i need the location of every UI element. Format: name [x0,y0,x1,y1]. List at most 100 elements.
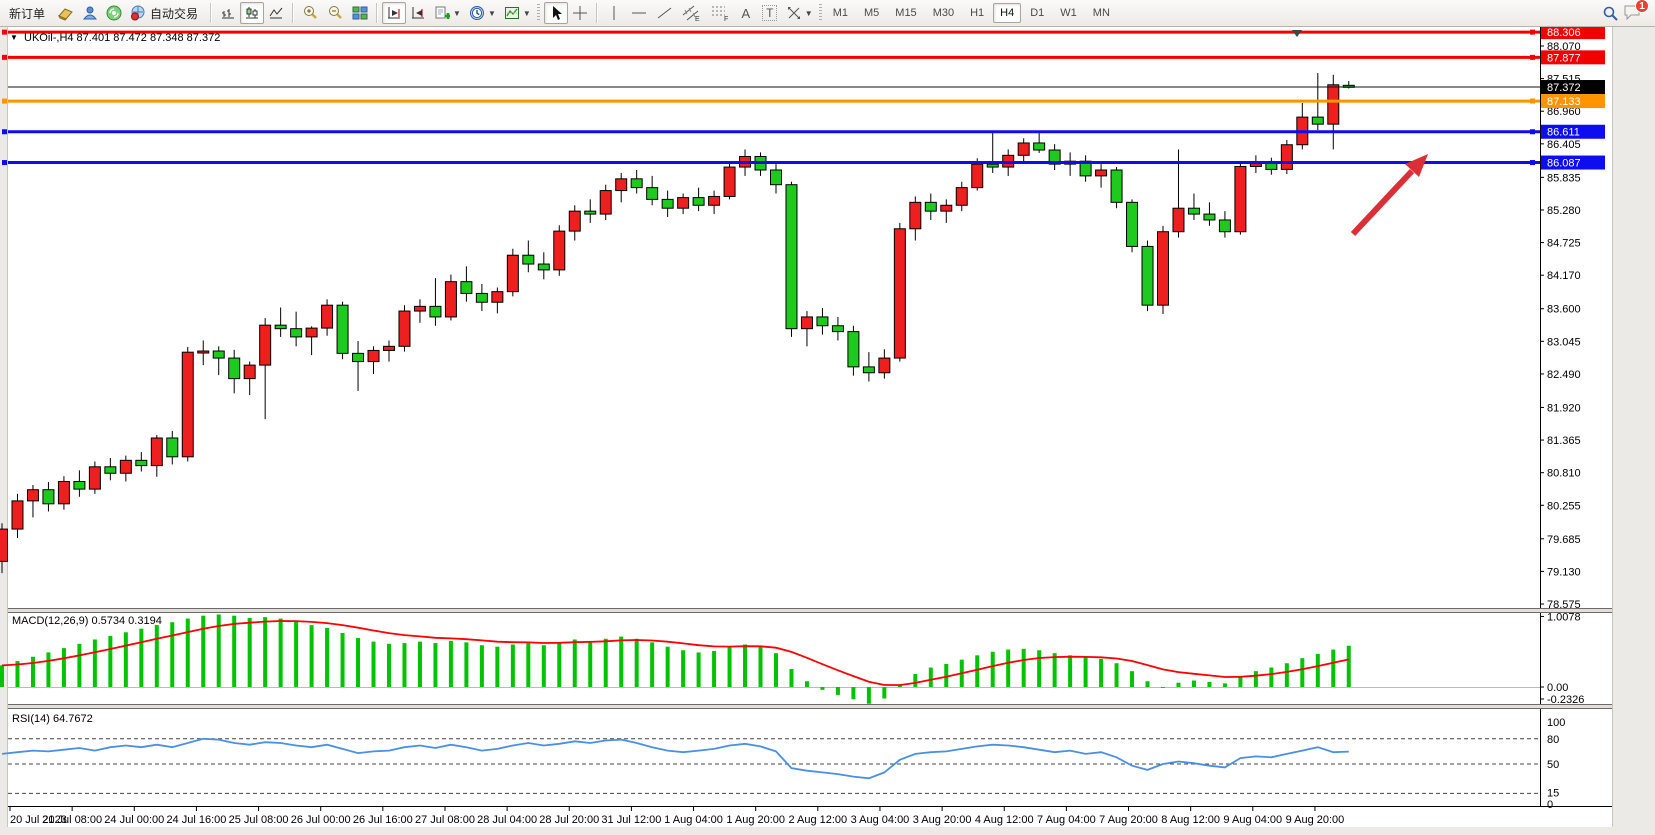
price-tick-label: 83.045 [1547,336,1581,348]
bar-chart-button[interactable] [216,2,240,24]
vertical-line-tool-button[interactable] [602,2,626,24]
autotrade-icon [131,5,145,21]
profile-icon [83,6,98,20]
toolbar-separator [595,3,598,23]
cursor-button[interactable] [543,2,568,24]
arrows-icon [787,7,800,19]
timeframe-button-d1[interactable]: D1 [1030,7,1045,19]
rsi-axis-label: 0 [1547,799,1553,811]
symbol-collapse-icon[interactable]: ▼ [10,33,18,42]
add-indicator-button[interactable]: ▼ [430,2,465,24]
text-label-icon: T [762,5,778,21]
bar-chart-icon [222,9,235,19]
text-tool-button[interactable]: A [734,2,758,24]
arrow-annotation [1350,154,1428,237]
timeframe-button-w1[interactable]: W1 [1060,7,1077,19]
channel-tool-button[interactable]: E [678,2,706,24]
date-tick-label: 26 Jul 00:00 [291,814,351,826]
arrows-tool-button[interactable]: ▼ [782,2,817,24]
periods-button[interactable]: ▼ [465,2,500,24]
date-tick-label: 26 Jul 16:00 [353,814,413,826]
chart-shift-button[interactable] [406,2,430,24]
timeframe-button-m15[interactable]: M15 [895,7,917,19]
date-tick-label: 3 Aug 20:00 [913,814,972,826]
signal-icon [106,5,122,21]
date-tick-label: 4 Aug 12:00 [975,814,1034,826]
notifications-button[interactable]: 1 [1623,0,1649,24]
date-tick-label: 31 Jul 12:00 [601,814,661,826]
price-tick-label: 83.600 [1547,304,1581,316]
svg-text:E: E [695,16,700,22]
crosshair-button[interactable] [568,2,592,24]
search-button[interactable] [1598,2,1623,24]
price-tick-label: 86.960 [1547,106,1581,118]
horizontal-line-objects [2,29,1540,166]
clock-icon [469,6,484,20]
hline-price-label: 86.611 [1547,127,1580,139]
text-tool-icon: A [741,5,751,21]
eraser-icon [57,7,73,21]
rsi-axis-label: 15 [1547,787,1559,799]
date-tick-label: 3 Aug 04:00 [851,814,910,826]
templates-button[interactable]: ▼ [500,2,535,24]
profile-button[interactable] [78,2,102,24]
timeframe-group: M1 M5 M15 M30 H1 H4 D1 W1 MN [826,3,1117,23]
new-order-button[interactable]: 新订单 [4,2,53,24]
red-up-arrow[interactable] [1350,168,1415,237]
trendline-tool-button[interactable] [652,2,678,24]
price-tick-label: 81.365 [1547,435,1581,447]
date-tick-label: 1 Aug 20:00 [726,814,785,826]
timeframe-button-m5[interactable]: M5 [864,7,880,19]
rsi-axis-label: 100 [1547,717,1565,729]
macd-indicator-label: MACD(12,26,9) 0.5734 0.3194 [12,615,162,627]
zoom-out-button[interactable] [323,2,348,24]
toolbar-drag-handle[interactable] [818,4,822,22]
candles-series [0,73,1355,574]
add-indicator-icon [435,6,451,19]
toolbar-drag-handle[interactable] [536,4,540,22]
chart-shift-icon [412,7,425,19]
tile-windows-icon [352,6,368,20]
timeframe-button-mn[interactable]: MN [1092,7,1110,19]
eraser-button[interactable] [53,2,78,24]
price-tick-label: 86.405 [1547,139,1581,151]
autotrade-button[interactable]: 自动交易 [126,2,206,24]
zoom-out-icon [329,6,342,19]
line-chart-button[interactable] [264,2,288,24]
date-tick-label: 28 Jul 04:00 [477,814,537,826]
timeframe-button-m30[interactable]: M30 [932,7,955,19]
auto-scroll-button[interactable] [382,2,407,24]
zoom-in-button[interactable] [298,2,323,24]
candlestick-chart-button[interactable] [240,2,265,24]
timeframe-button-m1[interactable]: M1 [832,7,848,19]
dropdown-arrow-icon: ▼ [453,8,461,18]
current-price-label: 87.372 [1547,82,1581,94]
price-tick-label: 79.685 [1547,534,1581,546]
date-tick-label: 21 Jul 08:00 [42,814,102,826]
macd-signal-line [1,620,1349,687]
horizontal-line-tool-button[interactable] [626,2,652,24]
timeframe-button-h1[interactable]: H1 [970,7,985,19]
crosshair-icon [572,6,587,20]
chart-canvas[interactable]: 88.07087.51586.96086.40585.83585.28084.7… [0,25,1655,835]
signal-button[interactable] [102,2,126,24]
tile-windows-button[interactable] [348,2,372,24]
dropdown-arrow-icon: ▼ [804,8,813,18]
auto-scroll-icon [388,7,401,19]
text-label-tool-button[interactable]: T [758,2,782,24]
date-tick-label: 9 Aug 20:00 [1286,814,1345,826]
equidistant-channel-icon: E [682,5,700,22]
chart-shift-marker[interactable] [1292,30,1302,37]
rsi-axis-label: 80 [1547,734,1559,746]
fibonacci-icon: F [711,6,728,22]
price-tick-label: 80.255 [1547,500,1581,512]
rsi-axis-label: 50 [1547,759,1559,771]
macd-axis-label: 0.00 [1547,682,1568,694]
date-tick-label: 25 Jul 08:00 [229,814,289,826]
timeframe-button-h4[interactable]: H4 [993,3,1022,23]
macd-axis-label: 1.0078 [1547,611,1581,623]
rsi-indicator-label: RSI(14) 64.7672 [12,713,93,725]
autotrade-label: 自动交易 [150,6,199,21]
fibonacci-tool-button[interactable]: F [706,2,734,24]
